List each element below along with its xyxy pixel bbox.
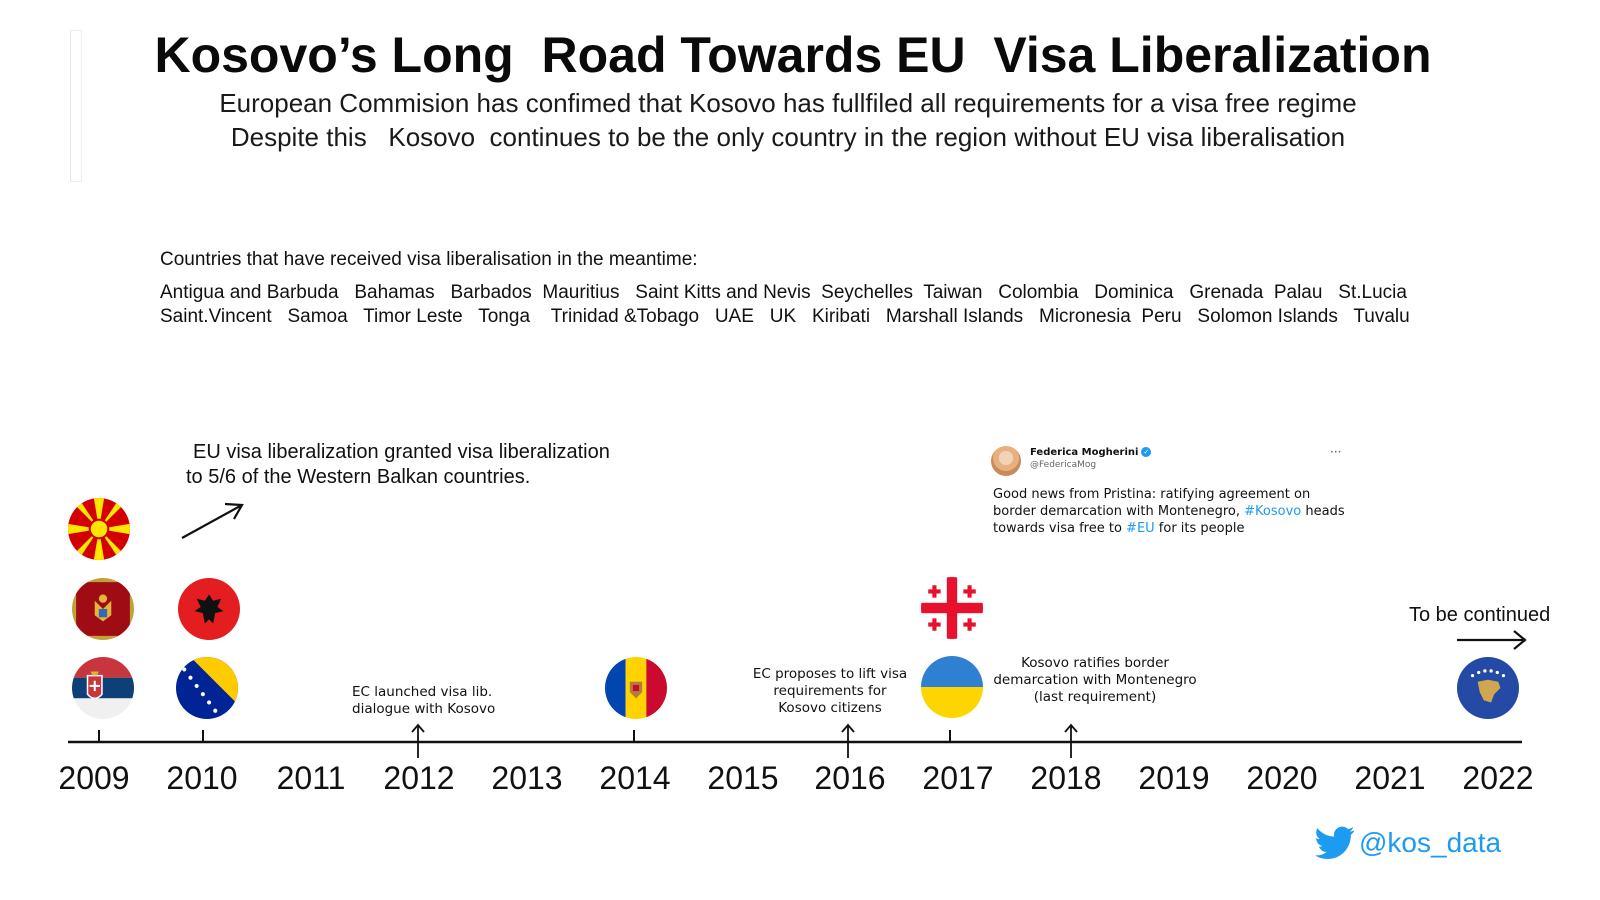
bosnia-flag-icon (176, 657, 238, 719)
western-balkans-note-line-2: to 5/6 of the Western Balkan countries. (186, 466, 531, 488)
brand-handle: @kos_data (1359, 827, 1502, 858)
twitter-bird-icon (1315, 826, 1355, 859)
year-label-2016: 2016 (814, 760, 886, 796)
western-balkans-note-line-1: EU visa liberalization granted visa libe… (193, 441, 610, 463)
ec-2016-note: EC proposes to lift visa requirements fo… (752, 666, 908, 716)
year-label-2015: 2015 (707, 760, 779, 796)
arrow-2012 (411, 723, 425, 758)
kosovo-flag-icon (1457, 657, 1519, 719)
year-label-2013: 2013 (491, 760, 563, 796)
year-label-2020: 2020 (1246, 760, 1318, 796)
countries-list-line-2: Saint.Vincent Samoa Timor Leste Tonga Tr… (160, 306, 1410, 327)
year-label-2017: 2017 (922, 760, 994, 796)
subtitle-line-1: European Commision has confimed that Kos… (219, 88, 1357, 118)
moldova-flag-icon (605, 657, 667, 719)
year-label-2021: 2021 (1354, 760, 1426, 796)
decorative-bar (70, 30, 82, 182)
arrow-2018 (1064, 723, 1078, 758)
ratify-2018-note: Kosovo ratifies border demarcation with … (993, 655, 1197, 705)
tweet-handle: @FedericaMog (1030, 460, 1097, 470)
tweet-text: Good news from Pristina: ratifying agree… (993, 487, 1345, 536)
tweet-card: Federica Mogherini ✓ @FedericaMog ··· Goo… (985, 440, 1355, 550)
georgia-flag-icon (921, 577, 983, 639)
tweet-author: Federica Mogherini ✓ (1030, 447, 1152, 458)
more-options-icon: ··· (1330, 445, 1342, 459)
brand-credit: @kos_data (1315, 826, 1501, 860)
year-label-2014: 2014 (599, 760, 671, 796)
arrow-western-balkans (181, 502, 244, 539)
hashtag-kosovo: #Kosovo (1244, 504, 1302, 519)
albania-flag-icon (178, 578, 240, 640)
to-be-continued-label: To be continued (1409, 604, 1551, 626)
hashtag-eu: #EU (1126, 521, 1155, 536)
serbia-flag-icon (72, 657, 134, 719)
countries-list-line-1: Antigua and Barbuda Bahamas Barbados Mau… (160, 282, 1407, 303)
page-title: Kosovo’s Long Road Towards EU Visa Liber… (154, 27, 1432, 83)
year-label-2018: 2018 (1030, 760, 1102, 796)
subtitle-line-2: Despite this Kosovo continues to be the … (230, 122, 1346, 152)
year-label-2019: 2019 (1138, 760, 1210, 796)
arrow-to-be-continued (1457, 630, 1527, 650)
year-label-2012: 2012 (383, 760, 455, 796)
countries-label: Countries that have received visa libera… (160, 249, 698, 270)
year-label-2009: 2009 (58, 760, 130, 796)
year-label-2010: 2010 (166, 760, 238, 796)
arrow-2016 (841, 723, 855, 758)
verified-badge-icon: ✓ (1141, 447, 1152, 457)
year-label-2011: 2011 (276, 760, 346, 796)
ec-2012-note: EC launched visa lib. dialogue with Koso… (352, 684, 496, 717)
montenegro-flag-icon (72, 578, 134, 640)
year-label-2022: 2022 (1462, 760, 1534, 796)
tweet-avatar (991, 446, 1021, 476)
